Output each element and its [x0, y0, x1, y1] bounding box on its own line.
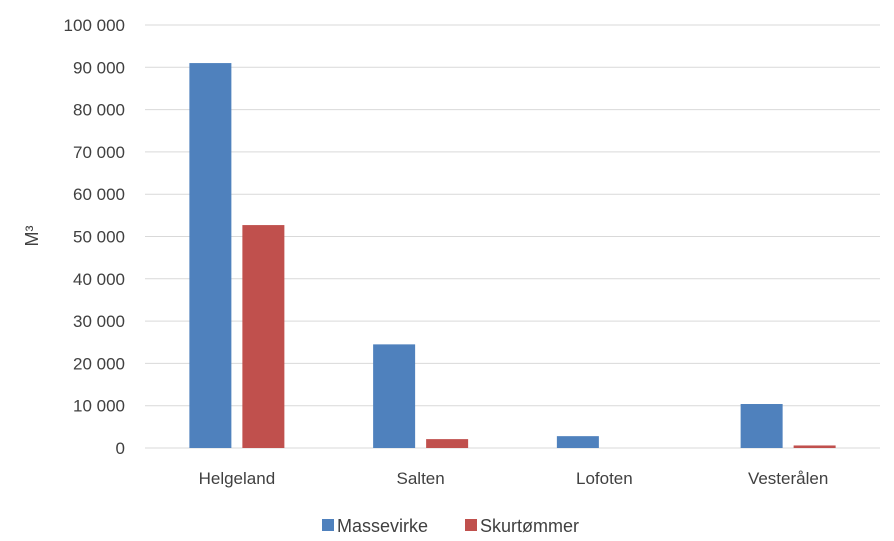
y-tick-label: 90 000 — [73, 58, 125, 77]
bars — [189, 63, 836, 448]
legend-label-massevirke: Massevirke — [337, 516, 428, 536]
y-tick-label: 70 000 — [73, 143, 125, 162]
y-tick-label: 50 000 — [73, 228, 125, 247]
bar-massevirke-vesterålen — [740, 404, 783, 448]
bar-massevirke-salten — [373, 344, 416, 448]
legend-swatch-skurtømmer — [465, 519, 477, 531]
y-tick-label: 40 000 — [73, 270, 125, 289]
legend-swatch-massevirke — [322, 519, 334, 531]
bar-massevirke-helgeland — [189, 63, 232, 448]
x-category-label: Salten — [397, 469, 445, 488]
y-tick-label: 80 000 — [73, 101, 125, 120]
y-tick-label: 20 000 — [73, 354, 125, 373]
x-category-label: Vesterålen — [748, 469, 828, 488]
y-axis-title: M³ — [22, 226, 42, 247]
y-tick-label: 100 000 — [64, 16, 125, 35]
y-tick-label: 0 — [116, 439, 125, 458]
bar-skurtømmer-vesterålen — [793, 445, 836, 448]
y-tick-label: 30 000 — [73, 312, 125, 331]
x-category-label: Helgeland — [199, 469, 276, 488]
bar-skurtømmer-salten — [426, 439, 469, 448]
x-category-label: Lofoten — [576, 469, 633, 488]
bar-skurtømmer-helgeland — [242, 225, 285, 448]
legend: Massevirke Skurtømmer — [322, 516, 579, 536]
y-axis-tick-labels: 0 10 000 20 000 30 000 40 000 50 000 60 000 70 … — [64, 16, 125, 458]
x-axis-category-labels: Helgeland Salten Lofoten Vesterålen — [199, 469, 829, 488]
y-tick-label: 60 000 — [73, 185, 125, 204]
bar-massevirke-lofoten — [556, 436, 599, 448]
y-tick-label: 10 000 — [73, 397, 125, 416]
legend-label-skurtømmer: Skurtømmer — [480, 516, 579, 536]
